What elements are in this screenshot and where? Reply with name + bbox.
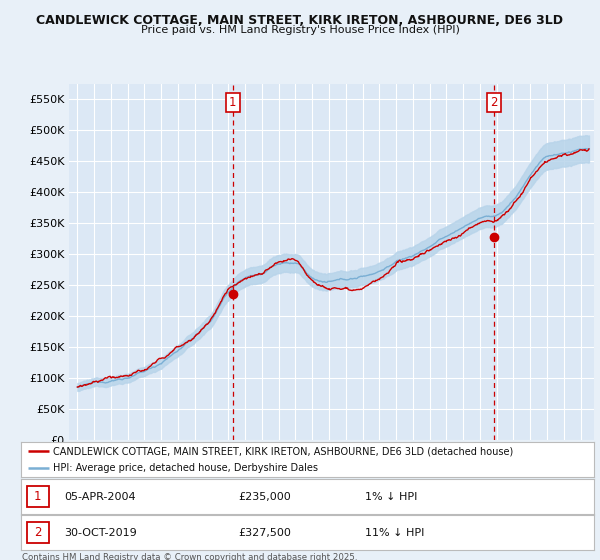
Text: CANDLEWICK COTTAGE, MAIN STREET, KIRK IRETON, ASHBOURNE, DE6 3LD (detached house: CANDLEWICK COTTAGE, MAIN STREET, KIRK IR… xyxy=(53,446,513,456)
Text: 11% ↓ HPI: 11% ↓ HPI xyxy=(365,528,424,538)
Text: Price paid vs. HM Land Registry's House Price Index (HPI): Price paid vs. HM Land Registry's House … xyxy=(140,25,460,35)
Text: 1% ↓ HPI: 1% ↓ HPI xyxy=(365,492,417,502)
Text: 2: 2 xyxy=(34,526,41,539)
Text: 30-OCT-2019: 30-OCT-2019 xyxy=(64,528,137,538)
Text: CANDLEWICK COTTAGE, MAIN STREET, KIRK IRETON, ASHBOURNE, DE6 3LD: CANDLEWICK COTTAGE, MAIN STREET, KIRK IR… xyxy=(37,14,563,27)
Text: HPI: Average price, detached house, Derbyshire Dales: HPI: Average price, detached house, Derb… xyxy=(53,464,317,473)
Text: £235,000: £235,000 xyxy=(239,492,292,502)
Text: 05-APR-2004: 05-APR-2004 xyxy=(64,492,136,502)
FancyBboxPatch shape xyxy=(27,486,49,507)
FancyBboxPatch shape xyxy=(27,522,49,543)
Text: Contains HM Land Registry data © Crown copyright and database right 2025.
This d: Contains HM Land Registry data © Crown c… xyxy=(22,553,358,560)
Text: £327,500: £327,500 xyxy=(239,528,292,538)
Text: 1: 1 xyxy=(229,96,236,109)
Text: 1: 1 xyxy=(34,490,41,503)
Text: 2: 2 xyxy=(490,96,497,109)
